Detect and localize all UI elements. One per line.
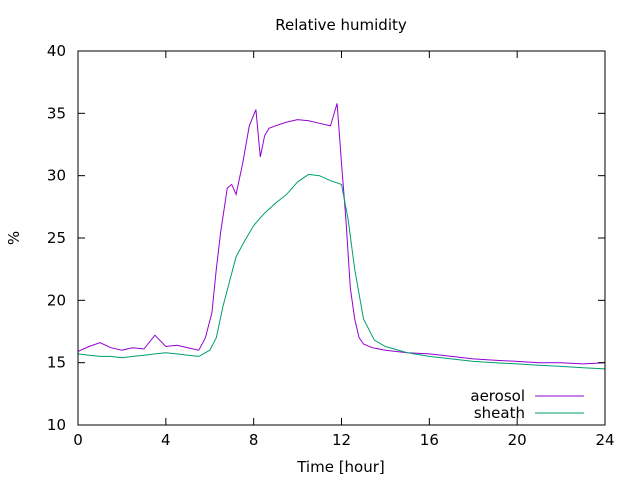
x-tick-label: 20: [508, 431, 527, 449]
chart-title: Relative humidity: [275, 16, 407, 34]
y-tick-label: 20: [47, 291, 66, 309]
x-tick-label: 4: [161, 431, 171, 449]
plot-lines: [77, 103, 606, 370]
y-tick-labels: 10 15 20 25 30 35 40: [47, 42, 66, 434]
y-axis-title: %: [5, 231, 23, 245]
y-tick-label: 25: [47, 229, 66, 247]
series-line-aerosol: [77, 103, 606, 365]
x-tick-label: 8: [249, 431, 259, 449]
y-tick-label: 15: [47, 354, 66, 372]
tick-marks: [77, 50, 606, 426]
x-tick-labels: 0 4 8 12 16 20 24: [73, 431, 614, 449]
y-tick-label: 30: [47, 167, 66, 185]
legend-label-sheath: sheath: [474, 404, 525, 422]
x-tick-label: 12: [332, 431, 351, 449]
y-tick-label: 40: [47, 42, 66, 60]
x-axis-title: Time [hour]: [296, 458, 385, 476]
y-tick-label: 10: [47, 416, 66, 434]
x-tick-label: 0: [73, 431, 83, 449]
y-tick-label: 35: [47, 104, 66, 122]
legend-label-aerosol: aerosol: [470, 387, 525, 405]
x-tick-label: 24: [595, 431, 614, 449]
x-tick-label: 16: [420, 431, 439, 449]
series-line-sheath: [77, 173, 606, 370]
